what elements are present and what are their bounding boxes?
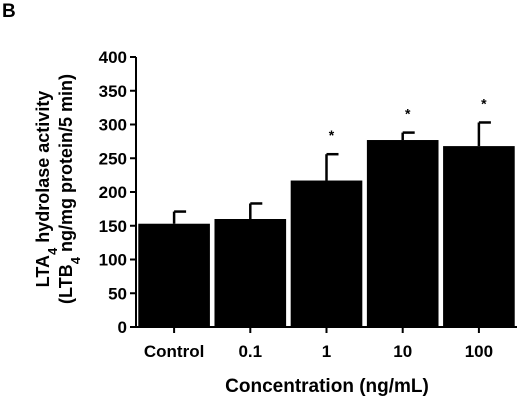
y-axis: 0 50 100 150 200 250 300 350 400	[99, 48, 137, 337]
y-axis-title-line2: (LTB4 ng/mg protein/5 min)	[56, 74, 83, 304]
y-tick-label: 300	[99, 116, 127, 135]
y-tick-label: 0	[118, 318, 127, 337]
panel-label: B	[2, 1, 16, 22]
y-tick-label: 400	[99, 48, 127, 67]
bars: * * *	[138, 95, 515, 327]
x-tick-label: Control	[144, 342, 204, 361]
bar	[138, 223, 210, 327]
significance-marker: *	[405, 106, 411, 122]
y-tick-label: 150	[99, 217, 127, 236]
significance-marker: *	[481, 95, 487, 111]
bar	[290, 180, 363, 327]
bar	[366, 140, 439, 327]
y-axis-title-line1: LTA4 hydrolase activity	[33, 91, 60, 288]
y-axis-title: LTA4 hydrolase activity (LTB4 ng/mg prot…	[33, 74, 83, 304]
x-tick-label: 0.1	[238, 342, 262, 361]
significance-marker: *	[329, 127, 335, 143]
y-tick-label: 200	[99, 183, 127, 202]
x-axis-title: Concentration (ng/mL)	[225, 376, 429, 397]
y-tick-label: 350	[99, 82, 127, 101]
bar	[214, 219, 287, 327]
x-tick-label: 100	[465, 342, 493, 361]
x-tick-label: 1	[322, 342, 331, 361]
y-tick-label: 100	[99, 251, 127, 270]
x-axis: Control 0.1 1 10 100	[135, 326, 517, 361]
x-tick-label: 10	[393, 342, 412, 361]
y-tick-label: 250	[99, 149, 127, 168]
bar	[443, 146, 515, 327]
y-tick-label: 50	[108, 284, 127, 303]
